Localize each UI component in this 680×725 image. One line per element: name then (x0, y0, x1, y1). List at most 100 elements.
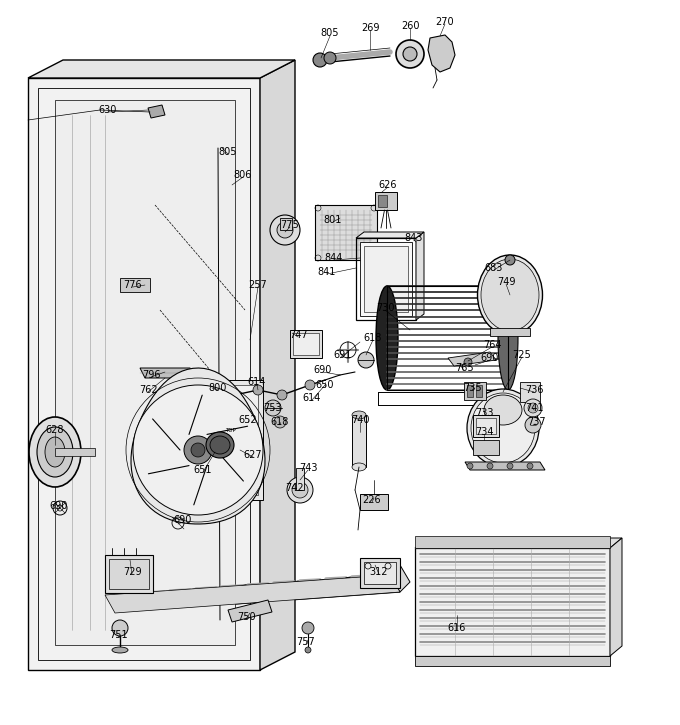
Text: 844: 844 (325, 253, 343, 263)
Circle shape (403, 47, 417, 61)
Text: 796: 796 (141, 370, 160, 380)
Text: 800: 800 (209, 383, 227, 393)
Text: 749: 749 (497, 277, 515, 287)
Text: 614: 614 (248, 377, 266, 387)
Polygon shape (416, 232, 424, 320)
Text: 690: 690 (174, 515, 192, 525)
Ellipse shape (484, 395, 522, 425)
Bar (293, 333, 319, 355)
Text: 226: 226 (362, 495, 381, 505)
Polygon shape (448, 352, 496, 366)
Text: 805: 805 (321, 28, 339, 38)
Bar (378, 195, 387, 207)
Text: 630: 630 (99, 105, 117, 115)
Text: 741: 741 (525, 403, 543, 413)
Circle shape (467, 463, 473, 469)
Ellipse shape (45, 437, 65, 467)
Text: 775: 775 (281, 220, 299, 230)
Text: 650: 650 (316, 380, 335, 390)
Bar (467, 385, 473, 397)
Ellipse shape (29, 417, 81, 487)
Text: 690: 690 (313, 365, 333, 375)
Bar (476, 385, 482, 397)
Circle shape (464, 358, 472, 366)
Circle shape (265, 400, 281, 416)
Circle shape (324, 52, 336, 64)
Ellipse shape (376, 286, 398, 390)
Text: 652: 652 (239, 415, 257, 425)
Polygon shape (131, 368, 265, 524)
Text: 736: 736 (525, 385, 543, 395)
Circle shape (277, 222, 293, 238)
Bar (290, 330, 322, 358)
Circle shape (277, 390, 287, 400)
Circle shape (525, 417, 541, 433)
Polygon shape (465, 462, 545, 470)
Bar (205, 385, 217, 395)
Bar (476, 418, 496, 434)
Ellipse shape (352, 411, 366, 419)
Text: 690: 690 (481, 353, 499, 363)
Text: 764: 764 (483, 340, 501, 350)
Text: 691: 691 (334, 350, 352, 360)
Bar (364, 562, 396, 584)
Ellipse shape (206, 432, 234, 458)
Polygon shape (28, 78, 260, 670)
Circle shape (507, 463, 513, 469)
Ellipse shape (477, 255, 543, 335)
Circle shape (253, 385, 263, 395)
Bar (360, 494, 388, 510)
Circle shape (505, 255, 515, 265)
Circle shape (313, 53, 327, 67)
Bar (464, 382, 486, 400)
Circle shape (205, 387, 223, 405)
Text: 628: 628 (46, 425, 64, 435)
Circle shape (305, 380, 315, 390)
Bar (360, 558, 400, 588)
Text: 751: 751 (109, 630, 127, 640)
Text: 750: 750 (237, 612, 255, 622)
Circle shape (302, 622, 314, 634)
Circle shape (270, 215, 300, 245)
Text: 734: 734 (475, 427, 493, 437)
Bar (520, 382, 540, 402)
Bar (105, 555, 153, 593)
Text: 257: 257 (249, 280, 267, 290)
Polygon shape (105, 575, 400, 613)
Bar (120, 278, 150, 292)
Circle shape (292, 482, 308, 498)
Text: 270: 270 (436, 17, 454, 27)
Bar (280, 218, 292, 230)
Text: 735: 735 (462, 383, 481, 393)
Bar (356, 238, 416, 320)
Bar (473, 440, 499, 455)
Circle shape (358, 352, 374, 368)
Text: 841: 841 (318, 267, 336, 277)
Text: 269: 269 (361, 23, 379, 33)
Ellipse shape (37, 427, 73, 477)
Text: 614: 614 (303, 393, 321, 403)
Circle shape (184, 436, 212, 464)
Text: 753: 753 (264, 403, 282, 413)
Circle shape (274, 416, 286, 428)
Text: TOP: TOP (224, 428, 235, 433)
Bar (203, 385, 258, 495)
Text: 742: 742 (286, 483, 305, 493)
Polygon shape (260, 60, 295, 670)
Text: 737: 737 (527, 417, 545, 427)
Circle shape (241, 413, 255, 427)
Circle shape (528, 403, 538, 413)
Text: 618: 618 (271, 417, 289, 427)
Polygon shape (415, 538, 622, 548)
Ellipse shape (352, 463, 366, 471)
Circle shape (133, 385, 263, 515)
Polygon shape (148, 105, 165, 118)
Circle shape (305, 647, 311, 653)
Ellipse shape (467, 389, 539, 467)
Circle shape (524, 399, 542, 417)
Text: 683: 683 (485, 263, 503, 273)
Text: 757: 757 (296, 637, 316, 647)
Ellipse shape (498, 286, 518, 390)
Text: 733: 733 (475, 408, 493, 418)
Bar (352, 415, 366, 467)
